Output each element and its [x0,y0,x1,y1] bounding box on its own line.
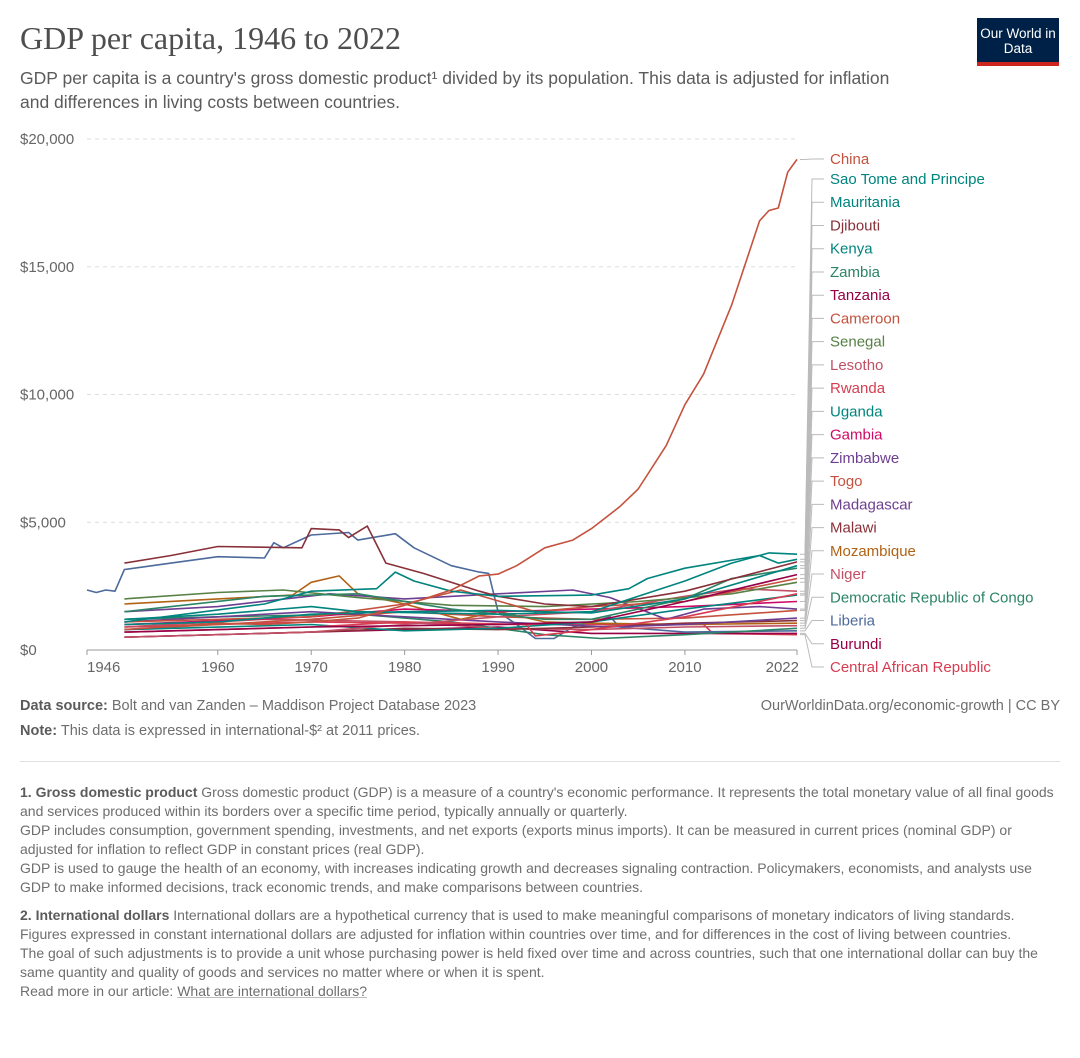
series-label: Zambia [830,264,881,281]
series-label: Cameroon [830,310,900,327]
footnote-2-p3: The goal of such adjustments is to provi… [20,945,1038,980]
footnote-1-p2: GDP includes consumption, government spe… [20,822,1012,857]
series-line-mauritania [124,554,798,623]
x-tick-label: 1960 [201,659,234,676]
label-connector [800,596,824,629]
source-label: Data source: [20,698,108,714]
footnote-1-p3: GDP is used to gauge the health of an ec… [20,860,1032,895]
series-label: Gambia [830,427,883,444]
series-line-uganda [124,594,798,632]
label-connector [800,410,824,596]
series-label: Sao Tome and Principe [830,171,985,188]
footnote-2-p2: Figures expressed in constant internatio… [20,926,1012,942]
y-tick-label: $20,000 [20,131,74,148]
series-label: Central African Republic [830,659,991,676]
x-tick-label: 2022 [766,659,799,676]
series-line-djibouti [124,525,798,608]
series-label: China [830,151,870,168]
y-tick-label: $10,000 [20,387,74,404]
footnote-1-title: 1. Gross domestic product [20,784,198,800]
label-connector [800,480,824,611]
series-label: Djibouti [830,217,880,234]
x-tick-label: 1990 [481,659,514,676]
series-line-tanzania [124,573,798,633]
series-label: Niger [830,566,866,583]
y-tick-label: $0 [20,642,37,659]
series-label: Kenya [830,241,873,258]
footnote-2-p1: International dollars are a hypothetical… [173,907,1015,923]
source-text: Bolt and van Zanden – Maddison Project D… [111,698,477,714]
note-label: Note: [20,723,58,739]
label-connector [800,634,824,668]
series-line-sao-tome-and-principe [124,552,798,621]
series-label: Mauritania [830,194,901,211]
label-connector [800,573,824,627]
note-text: This data is expressed in international-… [60,723,421,739]
x-tick-label: 1980 [388,659,421,676]
source-url[interactable]: OurWorldinData.org/economic-growth | CC … [760,698,1060,714]
series-line-liberia [86,531,798,640]
read-more-text: Read more in our article: [20,983,174,999]
x-tick-label: 2000 [575,659,608,676]
series-label: Uganda [830,403,883,420]
footnote-2-title: 2. International dollars [20,907,170,923]
x-tick-label: 1946 [87,659,120,676]
data-source: Data source: Bolt and van Zanden – Maddi… [20,698,476,714]
series-label: Madagascar [830,496,913,513]
divider [20,761,1060,762]
series-label: Burundi [830,636,882,653]
note: Note: This data is expressed in internat… [20,723,420,739]
international-dollars-link[interactable]: What are international dollars? [177,983,368,999]
line-chart: $0 $5,000 $10,000 $15,000 $20,000 1946 1960 197… [20,131,1033,676]
series-label: Rwanda [830,380,886,397]
series-line-madagascar [124,610,798,628]
series-label: Mozambique [830,543,916,560]
series-label: Democratic Republic of Congo [830,589,1033,606]
chart-title: GDP per capita, 1946 to 2022 [20,20,401,56]
label-connector [800,620,824,632]
series-label: Tanzania [830,287,891,304]
footnote-1: 1. Gross domestic product Gross domestic… [20,783,1060,897]
series-line-zimbabwe [124,589,798,621]
owid-logo[interactable]: Our World in Data [977,18,1059,66]
series-label: Senegal [830,334,885,351]
footnote-2: 2. International dollars International d… [20,906,1060,1001]
x-tick-label: 1970 [295,659,328,676]
label-connector [800,527,824,622]
x-tick-label: 2010 [668,659,701,676]
series-line-china [124,158,798,631]
y-tick-label: $15,000 [20,259,74,276]
label-connector [800,503,824,619]
label-connector [800,550,824,624]
series-label: Malawi [830,520,877,537]
logo-text: Our World in Data [980,26,1056,56]
footnote-1-p1: Gross domestic product (GDP) is a measur… [20,784,1054,819]
series-line-kenya [124,564,798,626]
series-label: Liberia [830,613,876,630]
series-label: Togo [830,473,863,490]
y-tick-label: $5,000 [20,514,66,531]
label-connector [800,632,824,645]
series-label: Lesotho [830,357,883,374]
chart-subtitle: GDP per capita is a country's gross dome… [20,68,890,112]
label-connector [800,457,824,610]
label-connector [800,434,824,602]
series-label: Zimbabwe [830,450,899,467]
series-line-senegal [124,581,798,608]
